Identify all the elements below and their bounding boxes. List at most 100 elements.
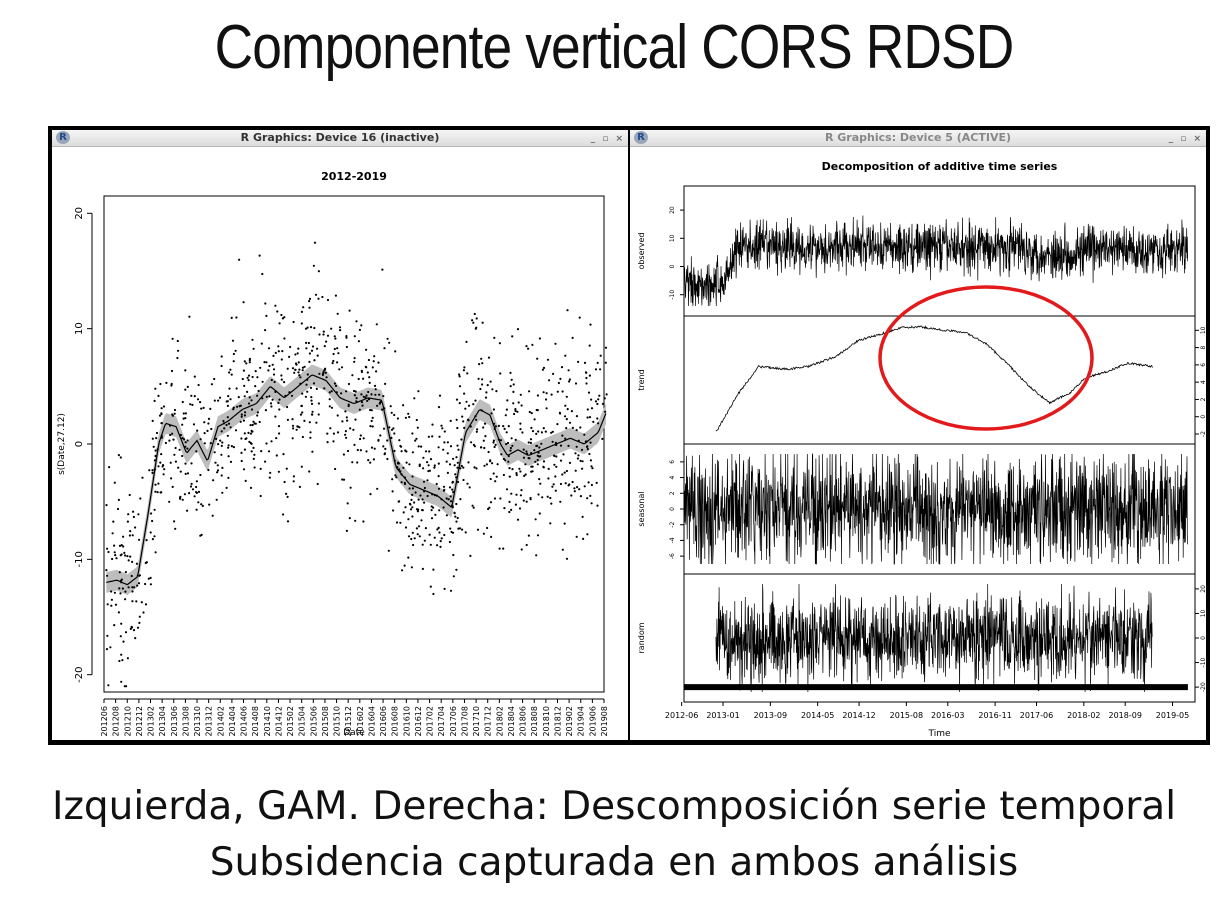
data-point	[438, 394, 442, 397]
data-point	[464, 407, 467, 410]
x-tick-label: 201410	[263, 706, 272, 737]
data-point	[250, 450, 253, 453]
data-point	[249, 441, 252, 445]
r-logo-icon: R	[56, 131, 70, 144]
data-point	[514, 409, 517, 412]
data-point	[265, 395, 268, 398]
data-point	[179, 470, 182, 473]
data-point	[127, 513, 130, 516]
data-point	[203, 442, 206, 445]
data-point	[596, 361, 599, 364]
data-point	[562, 453, 565, 456]
data-point	[294, 362, 298, 365]
data-point	[504, 414, 507, 417]
data-point	[516, 328, 520, 331]
data-point	[423, 539, 426, 542]
data-point	[549, 522, 552, 525]
data-point	[132, 515, 135, 519]
data-point	[460, 438, 463, 441]
data-point	[455, 568, 458, 571]
data-point	[421, 498, 424, 501]
data-point	[353, 394, 356, 397]
data-point	[525, 500, 528, 503]
data-point	[186, 447, 189, 450]
data-point	[527, 457, 530, 460]
data-point	[536, 463, 539, 466]
data-point	[345, 345, 348, 349]
data-point	[594, 400, 598, 403]
data-point	[173, 412, 176, 415]
y-tick-label: 0	[1200, 636, 1206, 640]
data-point	[240, 437, 243, 440]
data-point	[551, 485, 554, 488]
data-point	[479, 446, 483, 449]
data-point	[360, 324, 363, 327]
gam-plot-window[interactable]: R R Graphics: Device 16 (inactive) _ ▫ ×…	[52, 130, 628, 740]
data-point	[229, 460, 233, 463]
data-point	[475, 430, 478, 433]
data-point	[604, 361, 607, 364]
data-point	[551, 430, 554, 433]
data-point	[390, 436, 393, 439]
x-tick-label: 201804	[507, 706, 516, 737]
data-point	[131, 600, 134, 603]
data-point	[487, 356, 491, 359]
data-point	[304, 327, 308, 330]
data-point	[574, 452, 577, 455]
data-point	[536, 458, 539, 462]
data-point	[211, 514, 214, 517]
right-window-titlebar[interactable]: R R Graphics: Device 5 (ACTIVE) _ ▫ ×	[630, 130, 1206, 147]
data-point	[527, 347, 530, 350]
data-point	[160, 453, 163, 456]
data-point	[605, 393, 608, 396]
data-point	[533, 418, 536, 421]
data-point	[126, 520, 129, 523]
data-point	[589, 494, 592, 497]
data-point	[173, 520, 176, 523]
data-point	[362, 437, 365, 440]
data-point	[443, 587, 446, 590]
data-point	[489, 380, 492, 383]
data-point	[527, 534, 530, 537]
data-point	[345, 436, 348, 439]
data-point	[489, 501, 493, 504]
data-point	[519, 428, 522, 431]
data-point	[135, 562, 138, 565]
data-point	[129, 627, 132, 630]
data-point	[531, 470, 534, 473]
data-point	[338, 368, 341, 371]
data-point	[419, 494, 422, 497]
data-point	[421, 543, 424, 546]
data-point	[386, 439, 389, 442]
data-point	[502, 473, 505, 477]
window-control-buttons[interactable]: _ ▫ ×	[590, 134, 625, 144]
data-point	[558, 411, 561, 414]
data-point	[376, 404, 379, 407]
data-point	[367, 459, 370, 462]
x-tick-label: 201908	[600, 706, 609, 737]
data-point	[280, 374, 283, 377]
data-point	[439, 545, 442, 548]
data-point	[586, 416, 589, 419]
data-point	[531, 343, 534, 346]
data-point	[184, 441, 187, 444]
data-point	[388, 341, 391, 344]
data-point	[498, 547, 501, 550]
data-point	[592, 420, 595, 423]
data-point	[177, 466, 180, 469]
data-point	[493, 445, 496, 449]
left-window-titlebar[interactable]: R R Graphics: Device 16 (inactive) _ ▫ ×	[52, 130, 628, 147]
data-point	[394, 474, 397, 477]
decomposition-plot-window[interactable]: R R Graphics: Device 5 (ACTIVE) _ ▫ × De…	[630, 130, 1206, 740]
data-point	[589, 323, 592, 326]
data-point	[158, 414, 162, 417]
data-point	[336, 414, 339, 417]
data-point	[590, 502, 593, 505]
data-point	[394, 350, 397, 353]
data-point	[395, 521, 399, 524]
data-point	[182, 412, 185, 415]
data-point	[374, 393, 377, 396]
data-point	[353, 357, 356, 360]
window-control-buttons[interactable]: _ ▫ ×	[1168, 134, 1203, 144]
screenshot-frame: R R Graphics: Device 16 (inactive) _ ▫ ×…	[48, 126, 1210, 745]
